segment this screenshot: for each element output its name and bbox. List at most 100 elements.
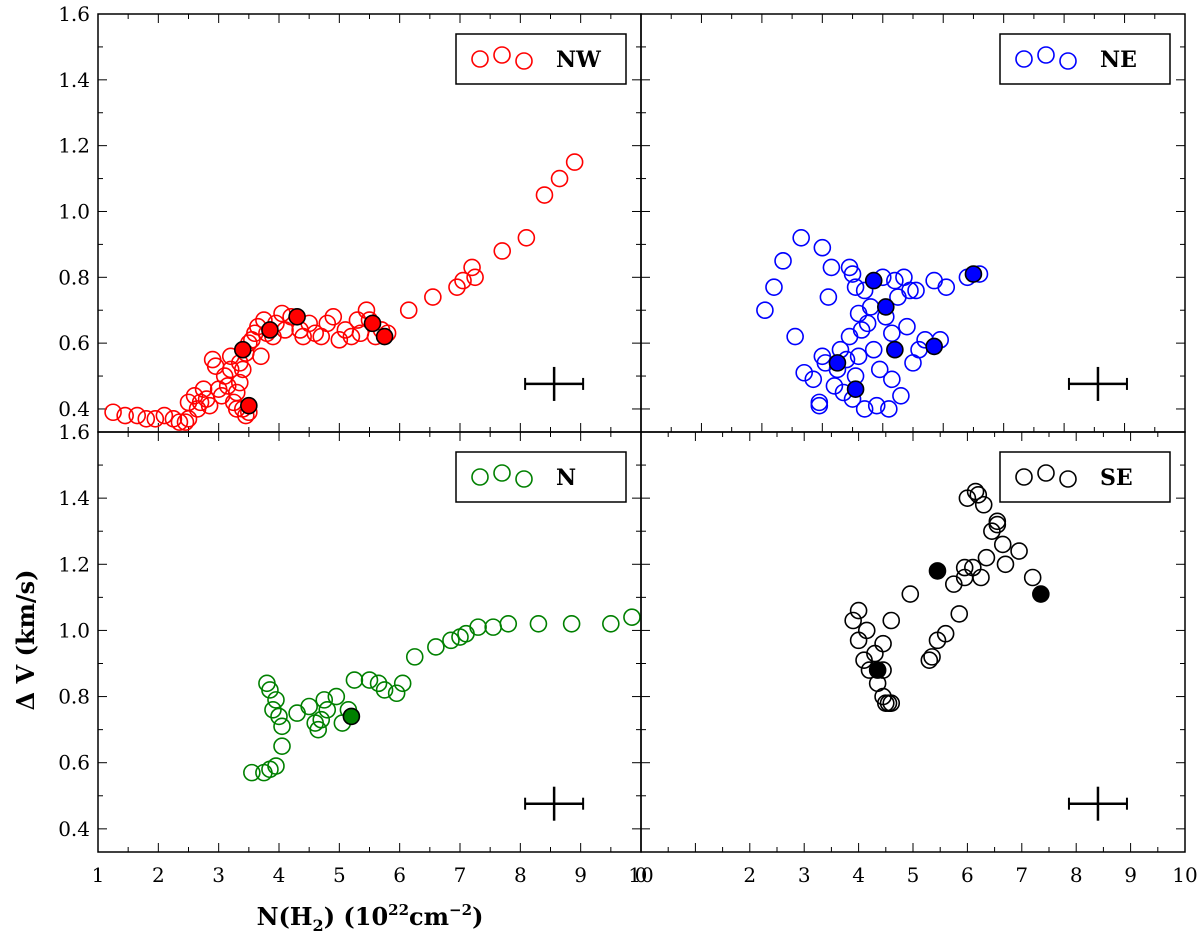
- x-tick-label: 1: [92, 863, 105, 887]
- data-point: [996, 555, 1015, 574]
- data-point: [215, 367, 234, 385]
- data-point: [466, 268, 484, 287]
- data-point: [765, 278, 783, 296]
- x-tick-label: 9: [574, 863, 587, 887]
- data-point: [442, 631, 460, 650]
- legend-marker: [515, 52, 533, 70]
- data-point: [273, 717, 291, 736]
- data-point: [454, 271, 472, 290]
- legend-marker: [1015, 50, 1033, 68]
- legend-box: [455, 33, 627, 85]
- data-point: [267, 757, 285, 775]
- data-point: [852, 321, 871, 339]
- data-point: [221, 360, 240, 379]
- data-point: [312, 710, 331, 729]
- legend-box: [455, 451, 627, 503]
- y-tick-label: 1.0: [58, 618, 90, 642]
- data-point: [499, 615, 518, 633]
- data-point: [146, 410, 165, 428]
- data-point: [898, 317, 916, 336]
- data-point: [864, 340, 883, 359]
- data-point: [179, 393, 198, 412]
- data-point: [955, 558, 974, 577]
- data-point-filled: [1032, 585, 1050, 603]
- data-point: [901, 281, 919, 300]
- data-point: [318, 314, 337, 333]
- data-point: [870, 360, 889, 379]
- data-point-filled: [846, 380, 865, 399]
- data-point: [360, 671, 379, 689]
- data-point: [309, 720, 328, 739]
- data-point: [774, 252, 792, 270]
- data-point: [227, 383, 246, 402]
- data-point-filled: [240, 396, 258, 415]
- data-point: [399, 301, 418, 320]
- legend-marker: [493, 464, 511, 482]
- panel-ne: NE: [640, 13, 1186, 433]
- data-point: [849, 347, 868, 366]
- data-point: [267, 691, 285, 709]
- panel-n: 0.4 0.6 0.8 1.0 1.2 1.4 1.6 1 2 3 4 5 6 7 8 9 10 N: [58, 420, 654, 887]
- data-point: [849, 304, 868, 323]
- data-point: [324, 308, 343, 326]
- data-point: [261, 681, 279, 699]
- x-tick-label: 4: [852, 863, 865, 887]
- data-point: [451, 628, 469, 646]
- data-point: [810, 396, 829, 415]
- y-tick-label: 1.4: [58, 68, 90, 92]
- x-tick-label: 3: [212, 863, 225, 887]
- data-point: [846, 278, 865, 296]
- data-point: [387, 684, 406, 703]
- data-point: [756, 301, 774, 320]
- data-point: [993, 535, 1012, 554]
- data-point: [977, 548, 996, 567]
- data-point: [330, 331, 349, 349]
- data-point: [457, 624, 475, 643]
- data-point: [892, 386, 910, 405]
- data-point: [792, 229, 810, 247]
- data-point: [345, 671, 364, 689]
- data-point: [264, 700, 282, 719]
- data-point: [261, 760, 279, 779]
- data-point-filled: [964, 265, 983, 283]
- data-point: [179, 410, 198, 428]
- data-point: [786, 327, 804, 346]
- x-tick-label: 10: [628, 863, 653, 887]
- x-tick-label: 4: [273, 863, 286, 887]
- data-point: [535, 186, 554, 204]
- data-point: [840, 327, 859, 346]
- data-point: [623, 608, 641, 626]
- data-point: [562, 615, 581, 633]
- legend-marker: [471, 50, 489, 68]
- data-point: [822, 258, 841, 277]
- x-tick-label: 3: [798, 863, 811, 887]
- panel-nw: 0.4 0.6 0.8 1.0 1.2 1.4 1.6 NW: [58, 2, 642, 433]
- data-point: [565, 153, 584, 171]
- data-point: [273, 737, 291, 755]
- x-tick-label: 8: [514, 863, 527, 887]
- data-point-filled: [234, 340, 252, 359]
- x-tick-label: 6: [961, 863, 974, 887]
- data-point: [288, 704, 306, 722]
- data-point: [550, 169, 569, 188]
- panel-se: 0 2 3 4 5 6 7 8 9 10 SE: [635, 431, 1198, 887]
- data-point: [375, 681, 394, 699]
- data-point: [855, 281, 874, 300]
- data-point: [950, 605, 969, 623]
- data-point: [974, 495, 993, 514]
- data-point: [825, 377, 844, 395]
- legend-label: NE: [1100, 47, 1137, 73]
- data-point: [813, 238, 832, 257]
- legend-marker: [515, 470, 533, 488]
- data-point: [194, 380, 213, 399]
- data-point: [369, 674, 388, 693]
- data-point-filled: [375, 327, 394, 346]
- data-point: [810, 393, 829, 412]
- data-point: [923, 648, 941, 666]
- data-point: [983, 522, 1001, 541]
- data-point: [315, 691, 334, 709]
- y-tick-label: 1.4: [58, 486, 90, 510]
- y-tick-label: 1.2: [58, 134, 90, 158]
- data-point: [944, 575, 963, 593]
- data-point: [243, 763, 261, 782]
